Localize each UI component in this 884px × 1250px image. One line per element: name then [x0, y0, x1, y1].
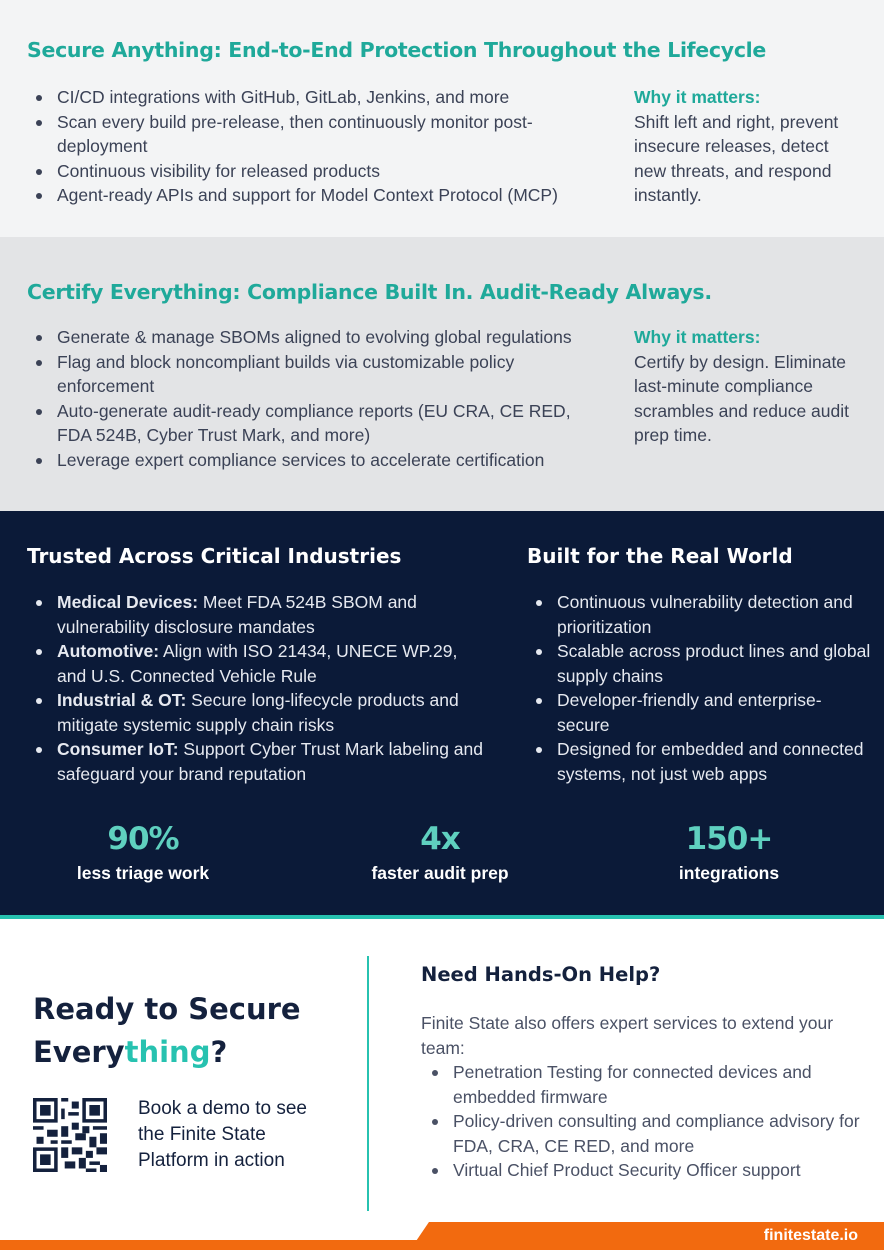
stat-integrations: 150+ integrations	[619, 821, 839, 884]
cta-every: Every	[33, 1035, 125, 1069]
divider	[367, 956, 369, 1211]
cta-title: Ready to Secure Everything?	[33, 988, 301, 1074]
industries-list: Medical Devices: Meet FDA 524B SBOM and …	[27, 590, 487, 786]
list-item: Medical Devices: Meet FDA 524B SBOM and …	[27, 590, 487, 639]
list-item: Auto-generate audit-ready compliance rep…	[27, 399, 592, 448]
certify-title: Certify Everything: Compliance Built In.…	[27, 280, 712, 304]
industries-title: Trusted Across Critical Industries	[27, 544, 402, 568]
stat-value: 4x	[420, 821, 461, 857]
stat-triage: 90% less triage work	[33, 821, 253, 884]
secure-list: CI/CD integrations with GitHub, GitLab, …	[27, 85, 587, 208]
list-item: Penetration Testing for connected device…	[423, 1060, 861, 1109]
list-item: Generate & manage SBOMs aligned to evolv…	[27, 325, 592, 350]
cta-title-line1: Ready to Secure	[33, 992, 301, 1026]
cta-section: Ready to Secure Everything? Book a demo …	[0, 923, 884, 1223]
help-list: Penetration Testing for connected device…	[423, 1060, 861, 1183]
item-text: Secure long-lifecycle products and mitig…	[57, 690, 459, 735]
list-item: Industrial & OT: Secure long-lifecycle p…	[27, 688, 487, 737]
real-world-title: Built for the Real World	[527, 544, 793, 568]
footer-tab	[410, 1222, 884, 1250]
list-item: Leverage expert compliance services to a…	[27, 448, 592, 473]
list-item: Virtual Chief Product Security Officer s…	[423, 1158, 861, 1183]
footer-url[interactable]: finitestate.io	[763, 1227, 858, 1244]
secure-title: Secure Anything: End-to-End Protection T…	[27, 38, 767, 62]
cta-qmark: ?	[210, 1035, 228, 1069]
list-item: Policy-driven consulting and compliance …	[423, 1109, 861, 1158]
cta-thing: thing	[124, 1035, 211, 1069]
list-item: Flag and block noncompliant builds via c…	[27, 350, 592, 399]
help-title: Need Hands-On Help?	[421, 963, 661, 986]
qr-code-icon[interactable]	[33, 1098, 107, 1172]
list-item: Scan every build pre-release, then conti…	[27, 110, 587, 159]
stat-value: 90%	[107, 821, 179, 857]
list-item: Designed for embedded and connected syst…	[527, 737, 872, 786]
item-text: Meet FDA 524B SBOM and vulnerability dis…	[57, 592, 417, 637]
stat-audit: 4x faster audit prep	[330, 821, 550, 884]
why-heading: Why it matters:	[634, 327, 761, 347]
item-text: Align with ISO 21434, UNECE WP.29, and U…	[57, 641, 458, 686]
industries-section: Trusted Across Critical Industries Medic…	[0, 511, 884, 919]
list-item: Developer-friendly and enterprise-secure	[527, 688, 872, 737]
secure-section: Secure Anything: End-to-End Protection T…	[0, 0, 884, 237]
list-item: Consumer IoT: Support Cyber Trust Mark l…	[27, 737, 487, 786]
stat-label: faster audit prep	[371, 863, 509, 883]
list-item: Automotive: Align with ISO 21434, UNECE …	[27, 639, 487, 688]
list-item: Continuous vulnerability detection and p…	[527, 590, 872, 639]
item-label: Medical Devices:	[57, 592, 199, 612]
item-label: Consumer IoT:	[57, 739, 179, 759]
stat-value: 150+	[685, 821, 774, 857]
demo-text[interactable]: Book a demo to see the Finite State Plat…	[138, 1098, 307, 1171]
certify-section: Certify Everything: Compliance Built In.…	[0, 237, 884, 511]
certify-list: Generate & manage SBOMs aligned to evolv…	[27, 325, 592, 472]
item-label: Industrial & OT:	[57, 690, 187, 710]
cta-title-line2: Everything?	[33, 1031, 301, 1074]
item-label: Automotive:	[57, 641, 160, 661]
why-text: Shift left and right, prevent insecure r…	[634, 111, 839, 206]
real-world-list: Continuous vulnerability detection and p…	[527, 590, 872, 786]
stat-label: integrations	[678, 863, 780, 883]
stat-label: less triage work	[76, 863, 210, 883]
list-item: Scalable across product lines and global…	[527, 639, 872, 688]
why-text: Certify by design. Eliminate last-minute…	[634, 351, 849, 446]
list-item: CI/CD integrations with GitHub, GitLab, …	[27, 85, 587, 110]
list-item: Continuous visibility for released produ…	[27, 159, 587, 184]
why-heading: Why it matters:	[634, 87, 761, 107]
item-text: Support Cyber Trust Mark labeling and sa…	[57, 739, 484, 784]
help-intro: Finite State also offers expert services…	[421, 1013, 834, 1058]
list-item: Agent-ready APIs and support for Model C…	[27, 183, 587, 208]
